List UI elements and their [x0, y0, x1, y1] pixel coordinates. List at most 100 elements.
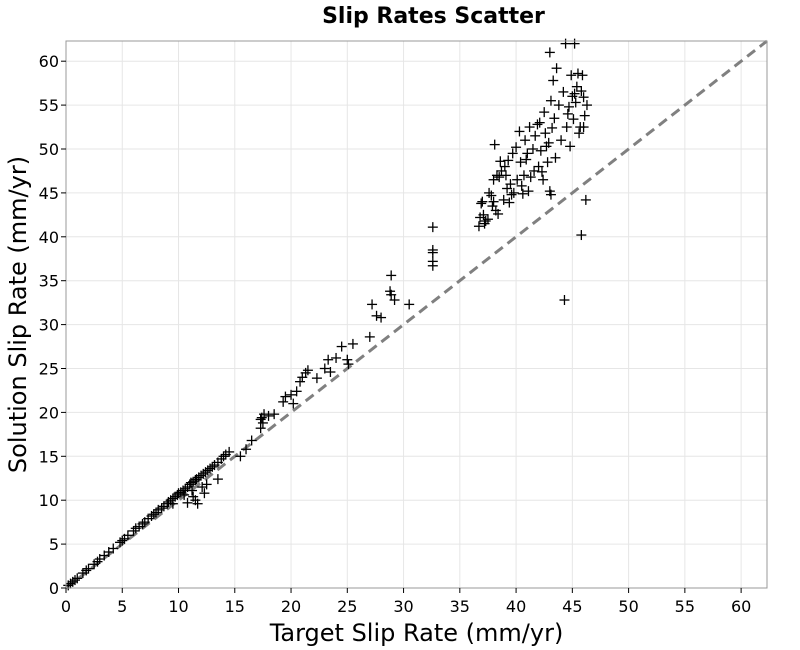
y-tick-label: 50	[39, 140, 59, 159]
data-point	[489, 139, 500, 150]
data-point	[570, 97, 581, 108]
data-point	[527, 143, 538, 154]
x-tick-label: 0	[61, 597, 71, 616]
data-point	[505, 179, 516, 190]
x-tick-label: 20	[281, 597, 301, 616]
data-point	[336, 341, 347, 352]
data-point	[278, 396, 289, 407]
data-point	[503, 155, 514, 166]
data-point	[571, 81, 582, 92]
data-point	[533, 161, 544, 172]
data-point	[83, 563, 94, 574]
data-point	[525, 172, 536, 183]
reference-line-group	[65, 39, 768, 590]
data-point	[288, 398, 299, 409]
data-point	[536, 166, 547, 177]
y-tick-label: 40	[39, 228, 59, 247]
data-point	[156, 503, 167, 514]
data-point	[192, 498, 203, 509]
data-point	[578, 122, 589, 133]
y-tick-label: 55	[39, 96, 59, 115]
data-point	[151, 507, 162, 518]
data-point	[108, 543, 119, 554]
data-point	[280, 391, 291, 402]
data-point	[478, 209, 489, 220]
data-point	[376, 312, 387, 323]
data-point	[188, 491, 199, 502]
data-point	[81, 565, 92, 576]
data-point	[182, 497, 193, 508]
data-point	[343, 359, 354, 370]
data-point	[295, 376, 306, 387]
data-point	[572, 68, 583, 79]
data-point	[577, 70, 588, 81]
data-point	[562, 108, 573, 119]
data-point	[530, 130, 541, 141]
data-point	[187, 485, 198, 496]
data-point	[514, 126, 525, 137]
data-point	[148, 509, 159, 520]
data-point	[553, 100, 564, 111]
data-point	[506, 189, 517, 200]
data-point	[167, 498, 178, 509]
data-point	[386, 289, 397, 300]
data-point	[538, 174, 549, 185]
data-point	[534, 117, 545, 128]
data-point	[476, 198, 487, 209]
data-point	[498, 194, 509, 205]
data-point	[179, 489, 190, 500]
data-point	[516, 180, 527, 191]
data-point	[180, 483, 191, 494]
data-point	[263, 410, 274, 421]
data-point	[367, 299, 378, 310]
data-point	[579, 110, 590, 121]
data-point	[518, 170, 529, 181]
x-tick-label: 55	[675, 597, 695, 616]
y-tick-label: 45	[39, 184, 59, 203]
x-tick-label: 40	[506, 597, 526, 616]
data-point	[241, 444, 252, 455]
data-point	[404, 299, 415, 310]
data-point	[495, 156, 506, 167]
x-tick-label: 10	[168, 597, 188, 616]
data-point	[567, 91, 578, 102]
data-point	[544, 47, 555, 58]
x-axis-label: Target Slip Rate (mm/yr)	[269, 619, 564, 647]
data-point	[259, 409, 270, 420]
data-point	[427, 247, 438, 258]
data-point	[137, 518, 148, 529]
data-point	[480, 215, 491, 226]
data-point	[92, 556, 103, 567]
data-point	[493, 208, 504, 219]
y-axis-ticks: 0 5 10 15 20 25 30 35 40 45 50 55 60	[39, 52, 66, 598]
data-point	[488, 196, 499, 207]
data-point	[201, 479, 212, 490]
data-point	[540, 128, 551, 139]
data-point	[560, 38, 571, 49]
data-points	[63, 38, 592, 591]
data-point	[548, 75, 559, 86]
x-tick-label: 5	[117, 597, 127, 616]
data-point	[325, 367, 336, 378]
data-point	[566, 70, 577, 81]
data-point	[218, 451, 229, 462]
data-point	[547, 122, 558, 133]
x-tick-label: 60	[731, 597, 751, 616]
data-point	[427, 222, 438, 233]
data-point	[521, 154, 532, 165]
data-point	[173, 488, 184, 499]
data-point	[389, 295, 400, 306]
data-point	[523, 186, 534, 197]
data-point	[323, 354, 334, 365]
y-tick-label: 60	[39, 52, 59, 71]
data-point	[246, 435, 257, 446]
data-point	[216, 453, 227, 464]
data-point	[563, 101, 574, 112]
data-point	[486, 190, 497, 201]
data-point	[235, 451, 246, 462]
data-point	[72, 573, 83, 584]
data-point	[517, 188, 528, 199]
data-point	[539, 107, 550, 118]
data-point	[508, 187, 519, 198]
